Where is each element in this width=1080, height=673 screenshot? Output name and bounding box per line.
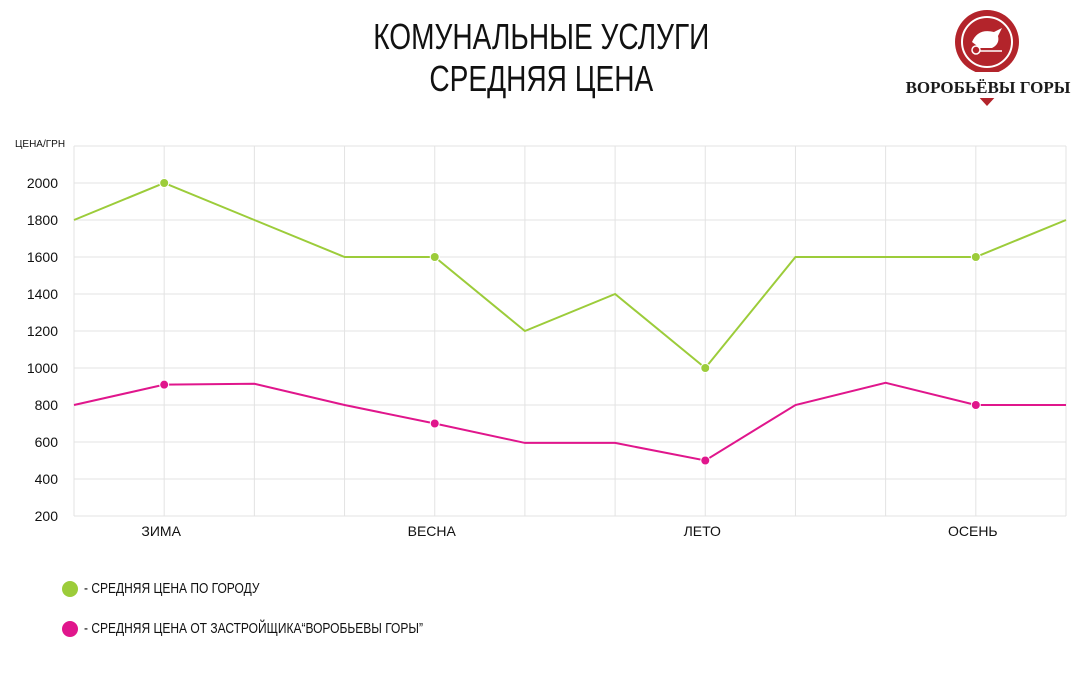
y-tick-label: 800 [35, 397, 59, 413]
x-tick-label: ЗИМА [141, 523, 181, 539]
legend-label-city: - СРЕДНЯЯ ЦЕНА ПО ГОРОДУ [84, 580, 260, 597]
x-axis-ticks: ЗИМА ВЕСНА ЛЕТО ОСЕНЬ [141, 523, 997, 539]
legend-item-city: - СРЕДНЯЯ ЦЕНА ПО ГОРОДУ [62, 580, 303, 597]
y-tick-label: 1200 [27, 323, 58, 339]
y-axis-label: ЦЕНА/ГРН [15, 139, 65, 150]
series-line-1 [73, 381, 1066, 462]
legend-label-developer: - СРЕДНЯЯ ЦЕНА ОТ ЗАСТРОЙЩИКА“ВОРОБЬЕВЫ … [84, 620, 424, 637]
data-point-1 [429, 418, 440, 429]
brand-logo: ВОРОБЬЁВЫ ГОРЫ [900, 6, 1076, 110]
x-tick-label: ОСЕНЬ [948, 523, 998, 539]
y-tick-label: 1600 [27, 249, 58, 265]
legend-item-developer: - СРЕДНЯЯ ЦЕНА ОТ ЗАСТРОЙЩИКА“ВОРОБЬЕВЫ … [62, 620, 508, 637]
chart-grid [73, 145, 1067, 517]
map-pin-bird-icon [900, 10, 1076, 106]
y-tick-label: 1400 [27, 286, 58, 302]
y-tick-label: 1000 [27, 360, 58, 376]
line-chart: 200 400 600 800 1000 1200 1400 1600 1800 2000 ЗИМ… [15, 139, 1067, 539]
chart-title: КОМУНАЛЬНЫЕ УСЛУГИ СРЕДНЯЯ ЦЕНА [120, 16, 962, 100]
y-tick-label: 600 [35, 434, 59, 450]
chart-series [73, 178, 1067, 466]
y-tick-label: 2000 [27, 175, 58, 191]
y-axis-ticks: 200 400 600 800 1000 1200 1400 1600 1800 2000 [27, 175, 58, 524]
series-line-0 [73, 181, 1067, 370]
data-point-0 [159, 178, 170, 188]
data-point-0 [700, 363, 711, 373]
y-tick-label: 1800 [27, 212, 58, 228]
legend-marker-developer [62, 620, 78, 637]
chart-title-line1: КОМУНАЛЬНЫЕ УСЛУГИ [373, 16, 710, 57]
y-tick-label: 400 [35, 471, 59, 487]
data-point-1 [970, 400, 981, 410]
legend-marker-city [62, 580, 78, 597]
data-point-1 [700, 455, 711, 466]
x-tick-label: ВЕСНА [408, 523, 457, 539]
y-tick-label: 200 [35, 508, 59, 524]
x-tick-label: ЛЕТО [684, 523, 721, 539]
chart-title-line2: СРЕДНЯЯ ЦЕНА [429, 58, 654, 99]
data-point-0 [429, 252, 440, 262]
data-point-1 [159, 379, 170, 390]
brand-logo-text: ВОРОБЬЁВЫ ГОРЫ [905, 78, 1071, 97]
data-point-0 [970, 252, 981, 262]
